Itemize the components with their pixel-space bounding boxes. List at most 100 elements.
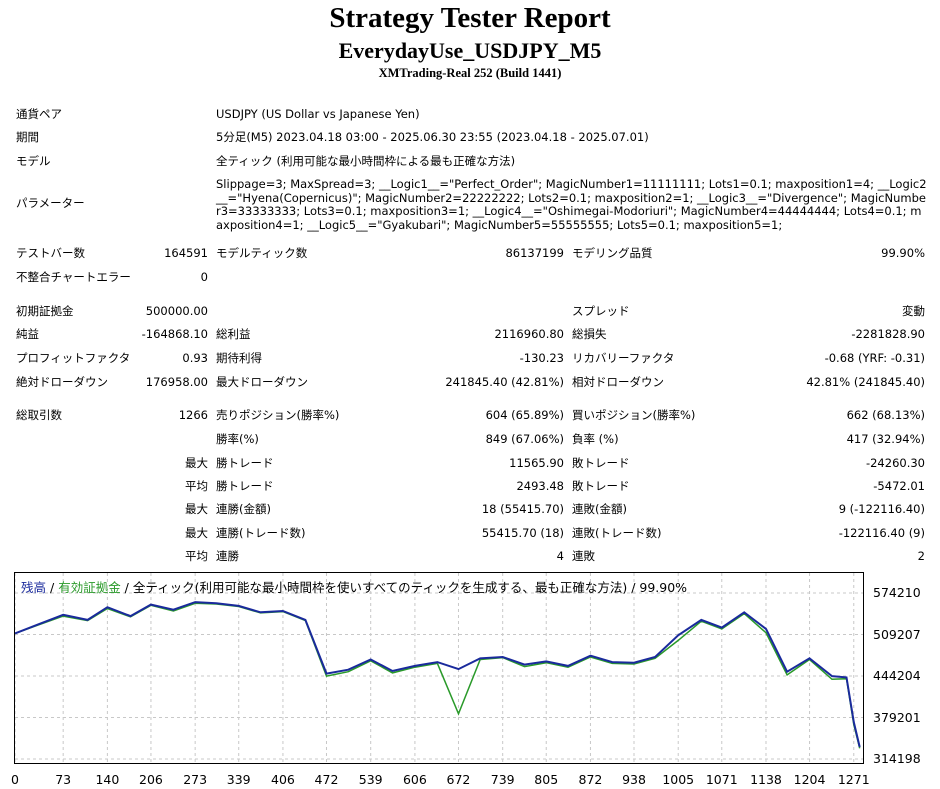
net-label: 純益 [16,327,39,341]
symbol-value: USDJPY (US Dollar vs Japanese Yen) [216,107,420,121]
gross-loss-label: 総損失 [572,327,607,341]
quality-value: 99.90% [881,246,925,260]
x-tick-label: 539 [358,772,383,787]
gross-profit-value: 2116960.80 [494,327,564,341]
x-tick-label: 805 [534,772,559,787]
report-title: Strategy Tester Report [329,2,611,34]
x-tick-label: 206 [139,772,163,787]
period-value: 5分足(M5) 2023.04.18 03:00 - 2025.06.30 23… [216,130,649,144]
gross-loss-value: -2281828.90 [851,327,925,341]
quality-label: モデリング品質 [572,246,653,260]
largest-loss-label: 敗トレード [572,456,630,470]
avg-prefix: 平均 [185,549,208,563]
cons-loss-amt-label: 連敗(金額) [572,502,627,516]
x-tick-label: 938 [622,772,646,787]
x-tick-label: 0 [11,772,19,787]
cons-win-cnt-label: 連勝(トレード数) [216,526,306,540]
x-tick-label: 273 [183,772,208,787]
params-value: Slippage=3; MaxSpread=3; __Logic1__="Per… [216,177,927,232]
x-tick-label: 472 [314,772,339,787]
cons-win-cnt-value: 55415.70 (18) [481,526,564,540]
y-tick-label: 379201 [873,709,921,725]
x-tick-label: 140 [95,772,120,787]
largest-win-label: 勝トレード [216,456,274,470]
ticks-value: 86137199 [505,246,564,260]
payoff-label: 期待利得 [216,351,262,365]
max-prefix: 最大 [185,526,208,540]
avg-cons-loss-value: 2 [917,549,925,563]
spread-value: 変動 [902,304,925,318]
largest-loss-value: -24260.30 [865,456,925,470]
x-tick-label: 73 [55,772,72,787]
mismatch-value: 0 [200,270,208,284]
trades-value: 1266 [178,408,208,422]
bars-label: テストバー数 [16,246,85,260]
x-tick-label: 339 [226,772,251,787]
x-tick-label: 739 [490,772,515,787]
spread-label: スプレッド [572,304,630,318]
abs-dd-label: 絶対ドローダウン [16,375,108,389]
short-label: 売りポジション(勝率%) [216,408,340,422]
long-value: 662 (68.13%) [846,408,925,422]
max-dd-label: 最大ドローダウン [216,375,308,389]
model-value: 全ティック (利用可能な最小時間枠による最も正確な方法) [216,154,516,168]
params-label: パラメーター [16,196,85,210]
largest-win-value: 11565.90 [509,456,564,470]
rel-dd-value: 42.81% (241845.40) [806,375,925,389]
model-label: モデル [16,154,51,168]
max-prefix: 最大 [185,502,208,516]
loss-rate-label: 負率 (%) [572,432,619,446]
deposit-label: 初期証拠金 [16,304,74,318]
avg-cons-win-value: 4 [556,549,564,563]
win-rate-label: 勝率(%) [216,432,259,446]
x-tick-label: 406 [270,772,295,787]
period-label: 期間 [16,130,39,144]
legend-balance: 残高 [21,580,47,595]
net-value: -164868.10 [141,327,208,341]
gross-profit-label: 総利益 [216,327,251,341]
avg-loss-value: -5472.01 [873,479,925,493]
loss-rate-value: 417 (32.94%) [846,432,925,446]
cons-loss-cnt-value: -122116.40 (9) [838,526,925,540]
cons-loss-cnt-label: 連敗(トレード数) [572,526,662,540]
avg-prefix: 平均 [185,479,208,493]
x-tick-label: 1138 [750,772,782,787]
y-tick-label: 574210 [873,585,921,600]
pf-value: 0.93 [182,351,208,365]
payoff-value: -130.23 [519,351,564,365]
x-tick-label: 1271 [837,772,870,787]
x-tick-label: 872 [578,772,603,787]
deposit-value: 500000.00 [145,304,208,318]
legend-equity: 有効証拠金 [58,580,121,595]
balance-chart: 残高 / 有効証拠金 / 全ティック(利用可能な最小時間枠を使いすべてのティック… [14,572,864,764]
symbol-label: 通貨ペア [16,107,62,121]
long-label: 買いポジション(勝率%) [572,408,696,422]
cons-win-amt-label: 連勝(金額) [216,502,271,516]
series-balance-line [15,601,861,748]
recovery-label: リカバリーファクタ [572,351,675,365]
y-tick-label: 314198 [873,751,921,766]
bars-value: 164591 [164,246,208,260]
win-rate-value: 849 (67.06%) [485,432,564,446]
trades-label: 総取引数 [16,408,62,422]
chart-legend: 残高 / 有効証拠金 / 全ティック(利用可能な最小時間枠を使いすべてのティック… [21,577,687,596]
x-tick-label: 1005 [662,772,695,787]
chart-plot [15,573,863,763]
x-tick-label: 1071 [705,772,738,787]
max-prefix: 最大 [185,456,208,470]
cons-loss-amt-value: 9 (-122116.40) [838,502,925,516]
series-equity-line [15,602,861,749]
y-tick-label: 509207 [873,626,921,642]
avg-cons-win-label: 連勝 [216,549,239,563]
recovery-value: -0.68 (YRF: -0.31) [824,351,925,365]
pf-label: プロフィットファクタ [16,351,131,365]
cons-win-amt-value: 18 (55415.70) [481,502,564,516]
ticks-label: モデルティック数 [216,246,308,260]
y-tick-label: 444204 [873,668,921,683]
max-dd-value: 241845.40 (42.81%) [445,375,564,389]
short-value: 604 (65.89%) [485,408,564,422]
rel-dd-label: 相対ドローダウン [572,375,664,389]
abs-dd-value: 176958.00 [145,375,208,389]
legend-separator: / [46,580,59,595]
avg-win-value: 2493.48 [516,479,564,493]
